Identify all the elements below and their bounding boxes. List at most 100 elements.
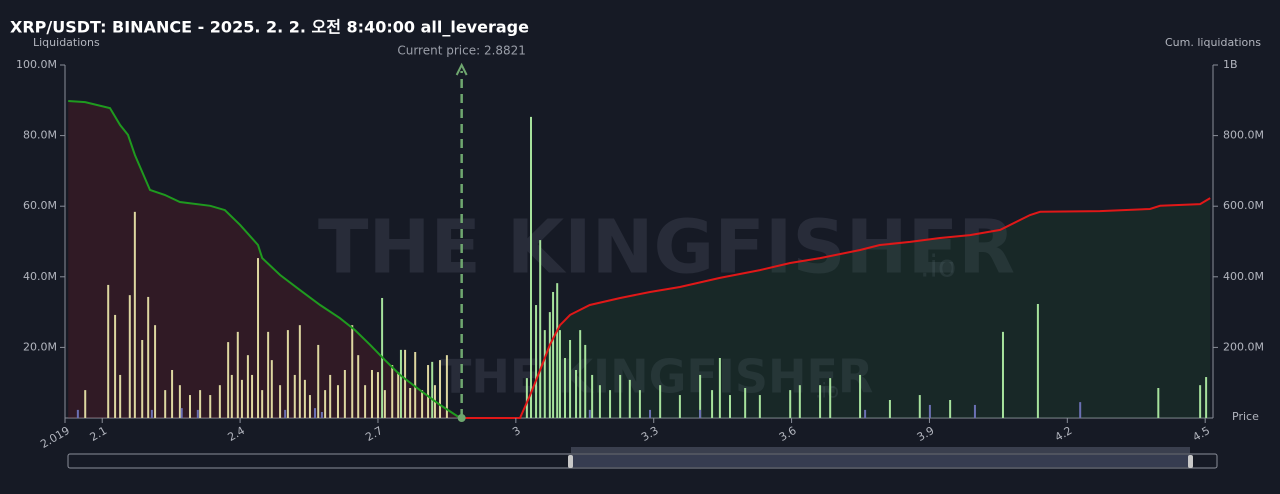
slider-track xyxy=(67,453,1218,469)
liquidation-bar xyxy=(445,355,448,418)
liquidation-bar xyxy=(431,361,434,418)
liquidation-bar xyxy=(236,331,239,418)
liquidation-bar xyxy=(575,369,578,418)
liquidation-bar xyxy=(314,408,317,418)
current-price-arrow xyxy=(455,62,468,76)
liquidation-bar xyxy=(107,284,110,418)
liquidation-bar xyxy=(324,390,327,418)
liquidation-bar xyxy=(439,360,442,418)
liquidation-bar xyxy=(1079,402,1082,418)
liquidation-bar xyxy=(711,390,714,418)
y2-tick-label: 800.0M xyxy=(1223,129,1264,142)
liquidation-bar xyxy=(261,390,264,418)
range-slider[interactable] xyxy=(67,447,1218,469)
liquidation-bar xyxy=(199,390,202,418)
liquidation-bar xyxy=(218,385,221,418)
liquidation-bar xyxy=(949,399,952,418)
watermark-suffix: .io xyxy=(920,250,956,285)
liquidation-bar xyxy=(859,374,862,418)
y2-tick-label: 600.0M xyxy=(1223,199,1264,212)
liquidation-bar xyxy=(251,374,254,418)
liquidation-bar xyxy=(718,357,721,418)
liquidation-bar xyxy=(699,409,702,418)
liquidation-bar xyxy=(119,374,122,418)
liquidation-bar xyxy=(819,385,822,418)
liquidation-bar xyxy=(351,325,354,418)
liquidation-bar xyxy=(370,369,373,418)
liquidation-bar xyxy=(864,409,867,418)
watermark-small-suffix: .io xyxy=(815,379,839,403)
current-price-dot xyxy=(457,414,466,422)
liquidation-bar xyxy=(552,291,555,418)
liquidation-bar xyxy=(1157,387,1160,418)
liquidation-bar xyxy=(609,390,612,418)
liquidation-bar xyxy=(298,325,301,418)
liquidation-bar xyxy=(76,409,79,418)
liquidation-bar xyxy=(579,330,582,418)
chart-title: XRP/USDT: BINANCE - 2025. 2. 2. 오전 8:40:… xyxy=(10,18,529,37)
liquidation-bar xyxy=(317,344,320,418)
y2-axis-label: Cum. liquidations xyxy=(1165,36,1261,49)
liquidation-bar xyxy=(1199,385,1202,418)
liquidation-bar xyxy=(336,385,339,418)
y-tick-label: 100.0M xyxy=(16,58,57,71)
liquidation-bar xyxy=(391,365,394,418)
liquidation-bar xyxy=(154,325,157,418)
slider-handle-right[interactable] xyxy=(1188,455,1193,468)
y2-tick-label: 1B xyxy=(1223,58,1238,71)
liquidation-bar xyxy=(928,404,931,418)
liquidation-bar xyxy=(376,372,379,418)
slider-handle-left[interactable] xyxy=(568,455,573,468)
liquidation-bar xyxy=(427,365,430,418)
liquidation-bar xyxy=(303,379,306,418)
liquidation-bar xyxy=(171,369,174,418)
liquidation-bar xyxy=(397,372,400,418)
liquidation-bar xyxy=(279,385,282,418)
current-price-label: Current price: 2.8821 xyxy=(397,44,526,58)
liquidation-bar xyxy=(556,283,559,418)
y2-tick-label: 400.0M xyxy=(1223,270,1264,283)
liquidation-bar xyxy=(409,387,412,418)
liquidation-bar xyxy=(141,339,144,418)
liquidation-bar xyxy=(539,240,542,418)
liquidation-bar xyxy=(525,378,528,418)
liquidation-bar xyxy=(758,395,761,418)
liquidation-bar xyxy=(530,116,533,419)
y-tick-label: 80.0M xyxy=(23,129,57,142)
y-tick-label: 60.0M xyxy=(23,199,57,212)
liquidation-bar xyxy=(888,399,891,418)
liquidation-bar xyxy=(230,374,233,418)
liquidation-bar xyxy=(329,374,332,418)
liquidation-bar xyxy=(649,409,652,418)
liquidation-bar xyxy=(789,390,792,418)
liquidation-bar xyxy=(240,379,243,418)
y-axis-label: Liquidations xyxy=(33,36,100,49)
cumulative-line xyxy=(460,197,1211,419)
watermark: THE KINGFISHER xyxy=(318,205,1015,291)
liquidation-bar xyxy=(364,385,367,418)
liquidation-bar xyxy=(246,355,249,418)
liquidation-bar xyxy=(1205,377,1208,418)
liquidation-bar xyxy=(84,390,87,418)
liquidation-bar xyxy=(598,385,601,418)
liquidation-bar xyxy=(558,330,561,418)
liquidation-bar xyxy=(744,387,747,418)
liquidation-bar xyxy=(150,409,153,418)
liquidation-bar xyxy=(399,349,402,418)
liquidation-bar xyxy=(829,378,832,418)
liquidation-bar xyxy=(798,385,801,418)
slider-selection[interactable] xyxy=(571,455,1190,467)
liquidation-bar xyxy=(584,344,587,418)
liquidation-bar xyxy=(678,395,681,418)
watermark-small: THE KINGFISHER xyxy=(440,350,873,404)
liquidation-bar xyxy=(267,331,270,418)
liquidation-bar xyxy=(357,355,360,418)
liquidation-bar xyxy=(638,390,641,418)
cumulative-area xyxy=(460,198,1211,418)
liquidation-bar xyxy=(227,342,230,418)
liquidation-bar xyxy=(320,411,323,418)
liquidation-bar xyxy=(591,374,594,418)
y-tick-label: 40.0M xyxy=(23,270,57,283)
liquidation-bar xyxy=(114,314,117,418)
liquidation-bar xyxy=(699,374,702,418)
